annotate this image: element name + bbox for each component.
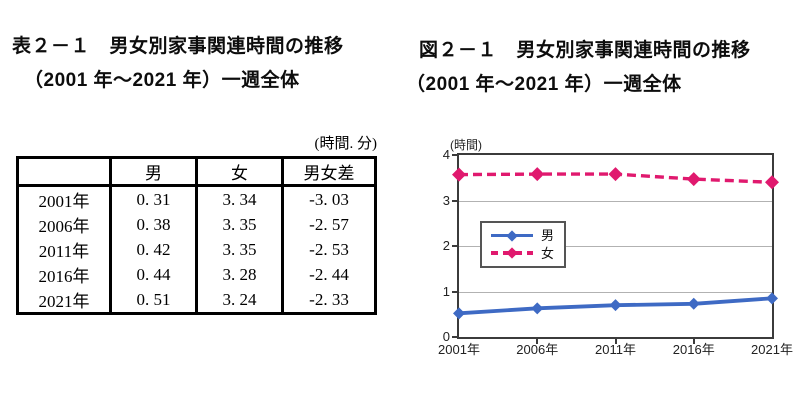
y-axis-tick xyxy=(452,199,457,202)
data-point-男 xyxy=(531,302,544,315)
legend-entry-女: 女 xyxy=(491,247,564,260)
table-header-female: 女 xyxy=(194,157,285,187)
table-title-line2: （2001 年～2021 年）一週全体 xyxy=(24,70,300,91)
male-cell: 0. 38 xyxy=(108,212,198,237)
data-table: 男 女 男女差 2001年 0. 31 3. 34 -3. 03 2006年 0… xyxy=(16,156,377,315)
female-cell: 3. 35 xyxy=(194,212,285,237)
data-point-女 xyxy=(530,167,545,182)
y-tick-label: 3 xyxy=(442,192,450,208)
diamond-marker-icon xyxy=(506,230,518,242)
table-header-blank xyxy=(16,157,112,187)
data-point-男 xyxy=(453,307,465,320)
table-row: 2006年 0. 38 3. 35 -2. 57 xyxy=(16,212,377,237)
diamond-marker-icon xyxy=(506,247,518,259)
female-cell: 3. 35 xyxy=(194,237,285,262)
year-cell: 2006年 xyxy=(16,212,112,237)
male-cell: 0. 44 xyxy=(108,262,198,287)
x-axis-labels: 2001年 2006年 2011年 2016年 2021年 xyxy=(438,342,793,360)
year-cell: 2001年 xyxy=(16,185,112,212)
male-cell: 0. 31 xyxy=(108,185,198,212)
year-cell: 2021年 xyxy=(16,287,112,314)
diff-cell: -2. 57 xyxy=(281,212,377,237)
data-point-女 xyxy=(686,172,701,187)
y-axis-unit-label: (時間) xyxy=(450,138,482,152)
solid-line-sample-icon xyxy=(491,230,533,242)
data-point-女 xyxy=(765,175,779,190)
table-row: 2016年 0. 44 3. 28 -2. 44 xyxy=(16,262,377,287)
plot-svg xyxy=(452,167,779,320)
x-axis-tick xyxy=(692,339,695,344)
gridline xyxy=(459,200,772,202)
x-tick-label: 2006年 xyxy=(516,342,559,357)
y-axis-tick xyxy=(452,336,457,338)
data-point-女 xyxy=(452,167,466,182)
table-row: 2011年 0. 42 3. 35 -2. 53 xyxy=(16,237,377,262)
y-axis-tick xyxy=(452,245,457,247)
x-tick-label: 2021年 xyxy=(751,342,793,357)
line-chart: (時間) 男女 2001年 2006年 2011年 2016年 2021年 0 1 2 3 4 xyxy=(420,135,802,375)
x-tick-label: 2001年 xyxy=(438,342,480,357)
year-cell: 2016年 xyxy=(16,262,112,287)
table-row: 2021年 0. 51 3. 24 -2. 33 xyxy=(16,287,377,314)
gridline xyxy=(459,291,772,293)
dashed-line-sample-icon xyxy=(491,247,533,259)
chart-title: 図２－１ 男女別家事関連時間の推移 （2001 年～2021 年）一週全体 xyxy=(406,34,804,102)
male-cell: 0. 42 xyxy=(108,237,198,262)
diff-cell: -2. 33 xyxy=(281,287,377,314)
diff-cell: -3. 03 xyxy=(281,185,377,212)
table-header-diff: 男女差 xyxy=(281,157,377,187)
y-tick-label: 0 xyxy=(442,329,450,344)
y-axis-tick xyxy=(452,290,457,293)
table-title: 表２－１ 男女別家事関連時間の推移 （2001 年～2021 年）一週全体 xyxy=(12,30,404,98)
male-cell: 0. 51 xyxy=(108,287,198,314)
y-tick-label: 1 xyxy=(442,283,450,299)
chart-title-line1: 図２－１ 男女別家事関連時間の推移 xyxy=(419,40,751,61)
plot-area: 男女 xyxy=(452,153,779,339)
data-point-男 xyxy=(766,292,778,305)
legend-entry-男: 男 xyxy=(491,229,564,242)
legend-label: 男 xyxy=(541,228,555,244)
chart-legend: 男女 xyxy=(480,221,566,268)
table-unit-note: (時間. 分) xyxy=(314,136,378,152)
data-point-男 xyxy=(687,297,700,310)
y-tick-label: 2 xyxy=(442,238,450,253)
year-cell: 2011年 xyxy=(16,237,112,262)
female-cell: 3. 28 xyxy=(194,262,285,287)
y-tick-label: 4 xyxy=(442,147,450,162)
gridline xyxy=(459,246,772,247)
x-tick-label: 2016年 xyxy=(672,342,715,357)
legend-label: 女 xyxy=(541,245,555,261)
table-title-line1: 表２－１ 男女別家事関連時間の推移 xyxy=(12,36,344,57)
table-header-row: 男 女 男女差 xyxy=(16,157,377,187)
diff-cell: -2. 44 xyxy=(281,262,377,287)
female-cell: 3. 24 xyxy=(194,287,285,314)
table-header-male: 男 xyxy=(108,157,198,187)
data-point-男 xyxy=(609,299,622,312)
y-axis-tick xyxy=(452,154,457,156)
diff-cell: -2. 53 xyxy=(281,237,377,262)
chart-title-line2: （2001 年～2021 年）一週全体 xyxy=(406,74,682,95)
x-axis-tick xyxy=(536,339,539,344)
data-point-女 xyxy=(608,167,623,182)
x-axis-tick xyxy=(614,339,617,344)
x-tick-label: 2011年 xyxy=(595,342,636,357)
female-cell: 3. 34 xyxy=(194,185,285,212)
table-row: 2001年 0. 31 3. 34 -3. 03 xyxy=(16,185,377,212)
